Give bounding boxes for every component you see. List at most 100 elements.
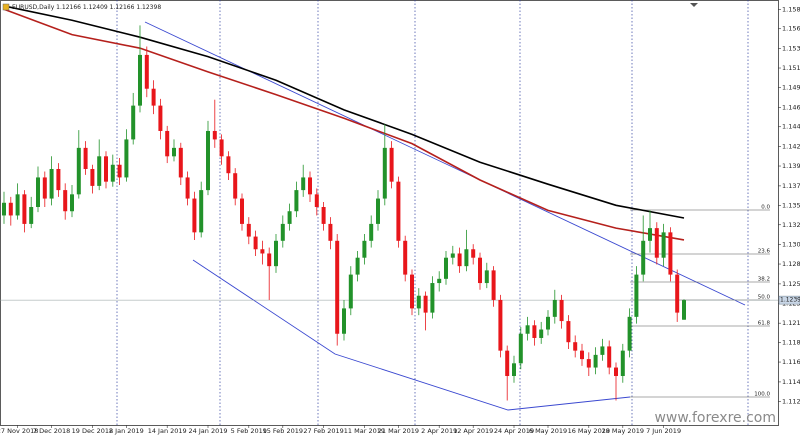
x-tick-label: 5 Feb 2019 (231, 427, 267, 435)
candle-body (525, 325, 530, 334)
x-tick-label: 7 Dec 2018 (33, 427, 70, 435)
fib-label: 100.0 (754, 392, 770, 398)
candle-body (450, 253, 455, 258)
y-tick-label: 1.14450 (782, 123, 800, 131)
watermark: www.forexre.com (654, 410, 776, 426)
candle-body (172, 147, 176, 157)
candle-body (600, 346, 605, 355)
candle-body (478, 257, 482, 284)
candle-body (396, 181, 401, 241)
candle-body (226, 156, 231, 174)
y-tick-label: 1.14680 (782, 103, 800, 111)
candle-body (614, 367, 618, 376)
fib-label: 50.0 (758, 295, 771, 301)
y-tick-label: 1.13520 (782, 201, 800, 209)
candle-body (83, 147, 88, 169)
candle-body (253, 236, 258, 250)
candle-body (573, 342, 578, 351)
candle-body (498, 299, 503, 351)
fib-label: 0.0 (761, 205, 770, 211)
candle-body (566, 321, 571, 343)
y-tick-label: 1.15840 (782, 5, 800, 13)
candle-body (593, 354, 598, 368)
x-tick-label: 24 Apr 2019 (494, 427, 534, 435)
candle-body (42, 177, 47, 199)
candle-body (484, 270, 489, 284)
candle-body (634, 274, 639, 317)
candle-body (29, 207, 34, 224)
candle-body (539, 329, 544, 338)
candle-body (165, 130, 170, 157)
y-tick-label: 1.13290 (782, 221, 800, 229)
candle-body (328, 223, 333, 241)
candle-body (444, 257, 448, 279)
fib-label: 61.8 (758, 321, 771, 327)
candle-body (151, 88, 156, 106)
candle-body (212, 130, 217, 140)
candle-body (22, 194, 27, 224)
y-tick-label: 1.13750 (782, 182, 800, 190)
y-tick-label: 1.12825 (782, 260, 800, 268)
y-tick-label: 1.12590 (782, 280, 800, 288)
x-tick-label: 15 Feb 2019 (263, 427, 303, 435)
candle-body (104, 156, 108, 182)
candle-body (260, 249, 265, 254)
x-tick-label: 16 May 2019 (568, 427, 610, 435)
candle-body (90, 168, 95, 186)
candle-body (274, 240, 278, 267)
candle-body (335, 240, 340, 334)
candle-body (110, 164, 115, 182)
x-tick-label: 2 Apr 2019 (421, 427, 457, 435)
y-tick-label: 1.15610 (782, 25, 800, 33)
candle-body (505, 350, 510, 376)
candle-body (641, 240, 646, 275)
candle-body (682, 300, 686, 320)
candle-body (49, 168, 54, 199)
y-tick-label: 1.13985 (782, 162, 800, 170)
trendline (192, 259, 631, 411)
candle-body (654, 228, 659, 258)
y-tick-label: 1.11200 (782, 397, 800, 405)
candle-body (117, 164, 122, 178)
candle-body (607, 346, 612, 368)
candle-body (430, 283, 435, 313)
candle-body (668, 232, 673, 275)
y-tick-label: 1.12125 (782, 319, 800, 327)
candle-body (178, 147, 183, 178)
candle-body (403, 240, 408, 275)
x-tick-label: 14 Jan 2019 (148, 427, 187, 435)
candle-body (63, 190, 68, 212)
candle-body (2, 202, 6, 216)
y-tick-label: 1.11895 (782, 339, 800, 347)
y-tick-label: 1.15375 (782, 45, 800, 53)
candle-body (457, 253, 462, 267)
candle-body (301, 177, 306, 191)
candle-body (192, 198, 197, 233)
candle-body (240, 198, 244, 224)
candle-body (423, 295, 428, 313)
x-tick-label: 28 May 2019 (602, 427, 644, 435)
candle-body (199, 190, 204, 233)
candle-body (36, 177, 40, 208)
candle-body (532, 325, 537, 338)
candle-body (675, 274, 680, 313)
x-tick-label: 21 Mar 2019 (378, 427, 419, 435)
y-tick-label: 1.14215 (782, 143, 800, 151)
period-separators (116, 0, 749, 425)
x-tick-label: 7 Jun 2019 (646, 427, 681, 435)
candle-body (124, 139, 129, 178)
x-tick-label: 19 Dec 2018 (72, 427, 114, 435)
candle-body (627, 316, 632, 351)
moving-average (3, 5, 685, 219)
candle-body (416, 295, 421, 309)
candle-body (661, 232, 666, 258)
x-tick-label: 12 Apr 2019 (453, 427, 493, 435)
candle-body (376, 198, 380, 224)
plot-frame (0, 0, 779, 426)
candle-body (512, 363, 516, 376)
candle-body (70, 194, 74, 212)
y-tick-label: 1.15145 (782, 64, 800, 72)
fib-label: 23.6 (758, 249, 771, 255)
scroll-marker (690, 3, 698, 7)
